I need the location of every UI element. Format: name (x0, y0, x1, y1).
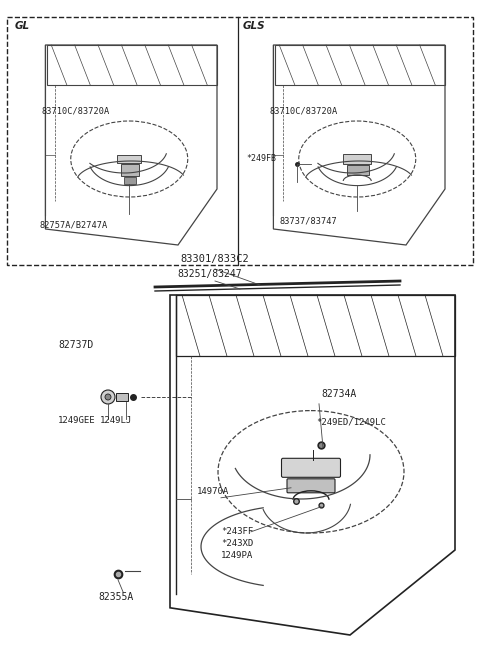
Bar (7, 17, 473, 265)
Bar (347, 165, 369, 175)
Bar (117, 155, 141, 163)
Text: 82757A/B2747A: 82757A/B2747A (40, 220, 108, 229)
Bar (121, 164, 139, 176)
Text: 83737/83747: 83737/83747 (280, 217, 338, 226)
FancyBboxPatch shape (287, 479, 335, 493)
Bar (124, 177, 136, 184)
Text: *249FB: *249FB (246, 154, 276, 163)
Text: *243XD: *243XD (221, 539, 253, 548)
Circle shape (105, 394, 111, 400)
Text: 83710C/83720A: 83710C/83720A (42, 107, 110, 116)
Text: *249ED/1249LC: *249ED/1249LC (316, 417, 386, 426)
Text: 1249LJ: 1249LJ (100, 416, 132, 425)
Circle shape (101, 390, 115, 404)
Text: 1249GEE: 1249GEE (58, 416, 96, 425)
Text: 83301/833C2: 83301/833C2 (180, 254, 250, 264)
Text: *243FF: *243FF (221, 527, 253, 536)
Text: GL: GL (15, 21, 30, 31)
Text: 83710C/83720A: 83710C/83720A (270, 107, 338, 116)
Text: 1249PA: 1249PA (221, 551, 253, 560)
Text: 82737D: 82737D (58, 340, 93, 350)
Text: 82355A: 82355A (98, 592, 133, 602)
Text: 83251/83247: 83251/83247 (178, 269, 242, 279)
Bar (116, 393, 128, 401)
Text: 14970A: 14970A (197, 487, 229, 496)
Text: GLS: GLS (243, 21, 265, 31)
Bar (343, 154, 371, 164)
FancyBboxPatch shape (281, 459, 340, 477)
Text: 82734A: 82734A (321, 389, 356, 399)
